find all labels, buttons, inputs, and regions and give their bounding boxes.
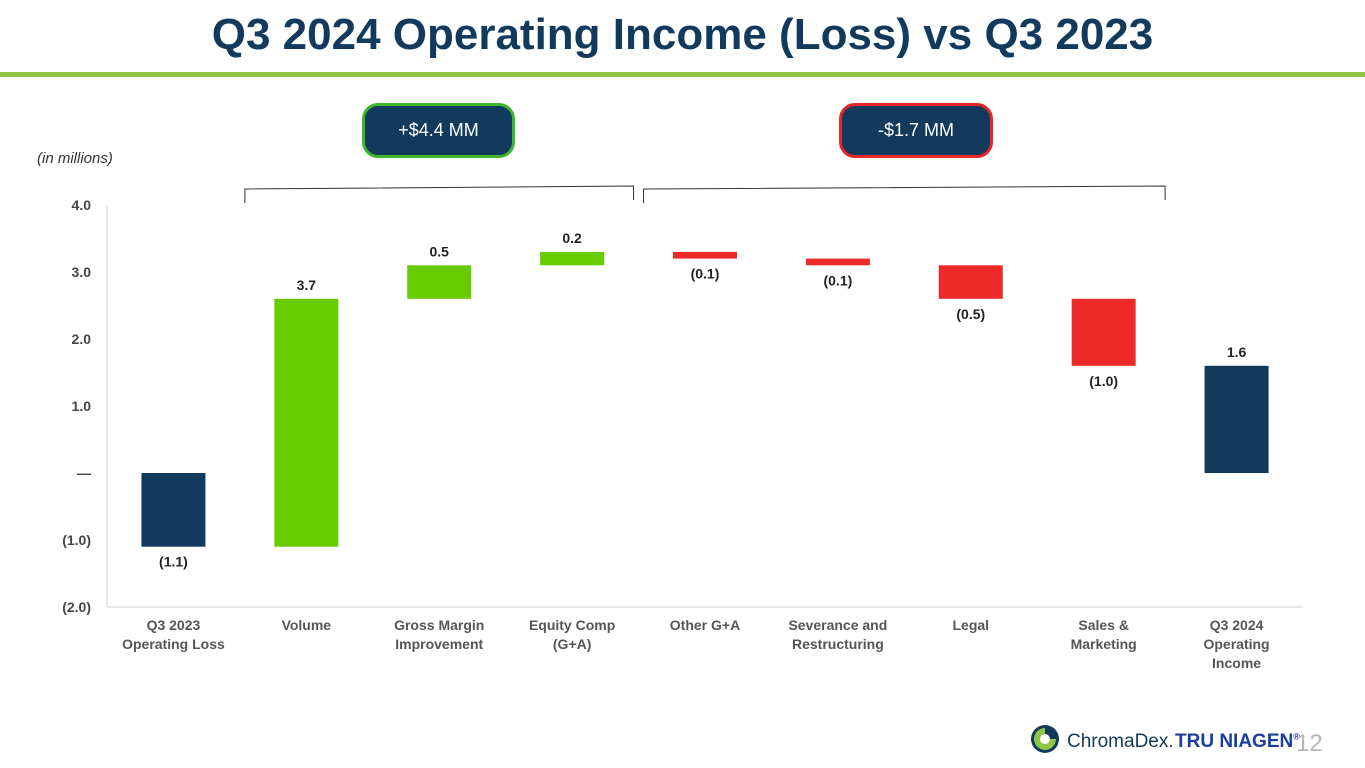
y-tick-label: 4.0 xyxy=(72,197,92,213)
waterfall-chart: 4.0 3.0 2.0 1.0 — (1.0) (2.0) (1.1) 3.7 0.5 0.2 (0.… xyxy=(62,185,1303,671)
x-tick-label-line: Volume xyxy=(282,617,332,633)
data-label: (0.1) xyxy=(823,272,852,288)
y-tick-label: — xyxy=(77,465,91,481)
bar xyxy=(1204,365,1269,473)
x-tick-label-line: (G+A) xyxy=(553,636,592,652)
group-bracket xyxy=(643,185,1166,203)
data-label: 3.7 xyxy=(297,277,317,293)
units-note: (in millions) xyxy=(37,150,113,167)
y-tick-label: 2.0 xyxy=(72,331,92,347)
group-bracket xyxy=(244,185,635,203)
bar xyxy=(673,251,737,259)
x-tick-label-line: Legal xyxy=(952,617,989,633)
title-underline xyxy=(0,72,1365,77)
positive-impact-callout: +$4.4 MM xyxy=(362,103,515,158)
bar xyxy=(274,298,339,547)
x-tick-label-line: Equity Comp xyxy=(529,617,615,633)
x-tick-label: Legal xyxy=(952,617,989,633)
product-name: TRU NIAGEN® xyxy=(1175,731,1300,753)
data-label: 1.6 xyxy=(1227,344,1247,360)
x-tick-label: Equity Comp (G+A) xyxy=(529,617,615,652)
y-tick-label: 1.0 xyxy=(72,398,92,414)
data-label: (1.1) xyxy=(159,554,188,570)
bar xyxy=(938,265,1003,299)
x-tick-label-line: Operating xyxy=(1203,636,1269,652)
data-label: (0.5) xyxy=(956,306,985,322)
x-tick-label: Sales & Marketing xyxy=(1071,617,1137,652)
y-tick-label: 3.0 xyxy=(72,264,92,280)
x-tick-label-line: Sales & xyxy=(1078,617,1129,633)
x-tick-label-line: Marketing xyxy=(1071,636,1137,652)
y-tick-label: (1.0) xyxy=(62,532,91,548)
y-tick-label: (2.0) xyxy=(62,599,91,615)
negative-impact-callout: -$1.7 MM xyxy=(839,103,993,158)
bar xyxy=(141,473,206,547)
x-tick-label-line: Q3 2023 xyxy=(147,617,201,633)
x-tick-label-line: Operating Loss xyxy=(122,636,225,652)
x-tick-label-line: Other G+A xyxy=(670,617,740,633)
x-tick-label-line: Q3 2024 xyxy=(1210,617,1264,633)
data-label: (0.1) xyxy=(691,266,720,282)
registered-mark: ® xyxy=(1293,731,1300,742)
data-label: (1.0) xyxy=(1089,373,1118,389)
x-tick-label-line: Income xyxy=(1212,655,1261,671)
data-label: 0.5 xyxy=(429,243,449,259)
data-label: 0.2 xyxy=(562,230,582,246)
x-tick-label-line: Restructuring xyxy=(792,636,884,652)
bar xyxy=(805,258,870,266)
page-number: 12 xyxy=(1296,730,1323,757)
x-tick-label: Volume xyxy=(282,617,332,633)
bar xyxy=(540,251,605,266)
x-tick-label-line: Gross Margin xyxy=(394,617,484,633)
chromadex-mark-icon xyxy=(1031,725,1059,753)
x-tick-label: Other G+A xyxy=(670,617,740,633)
bar xyxy=(1071,298,1136,366)
x-tick-label: Severance and Restructuring xyxy=(788,617,887,652)
bar xyxy=(407,265,472,299)
x-tick-label: Q3 2023 Operating Loss xyxy=(122,617,225,652)
x-tick-label: Q3 2024 Operating Income xyxy=(1203,617,1269,671)
x-tick-label-line: Severance and xyxy=(788,617,887,633)
page-title: Q3 2024 Operating Income (Loss) vs Q3 20… xyxy=(211,10,1154,59)
brand-name: ChromaDex. xyxy=(1067,731,1174,752)
x-tick-label: Gross Margin Improvement xyxy=(394,617,484,652)
x-tick-label-line: Improvement xyxy=(395,636,483,652)
product-name-text: TRU NIAGEN xyxy=(1175,731,1294,752)
